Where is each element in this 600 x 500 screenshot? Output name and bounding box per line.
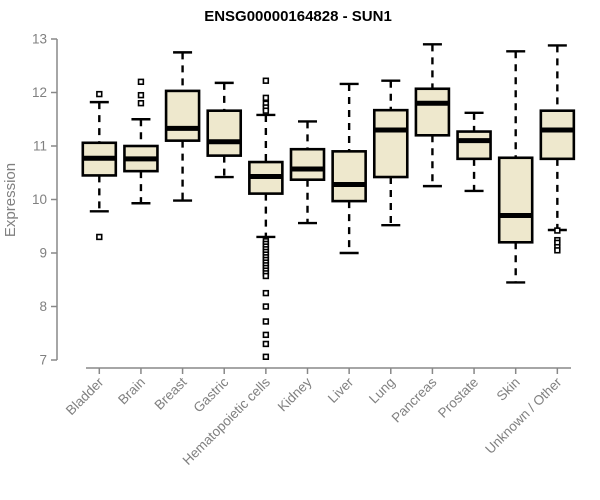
boxplot-lung (372, 79, 409, 227)
boxplot-breast (164, 51, 201, 202)
box-liver (331, 150, 367, 203)
y-axis-title: Expression (2, 163, 19, 237)
outlier-hematopoietic-cells-23 (262, 340, 270, 348)
y-tick-label-7: 7 (39, 353, 47, 368)
outlier-bladder-1 (96, 233, 103, 241)
outlier-hematopoietic-cells-1 (262, 94, 270, 102)
boxplot-brain (123, 78, 159, 205)
outlier-unknown-other-4 (554, 247, 561, 254)
category-label-prostate: Prostate (435, 375, 481, 421)
box-unknown-other (539, 109, 576, 161)
boxplot-skin (497, 50, 534, 284)
boxplot-pancreas (414, 43, 451, 188)
boxplot-gastric (206, 81, 243, 179)
outlier-hematopoietic-cells-19 (262, 289, 270, 297)
boxes-layer (81, 43, 576, 360)
outlier-hematopoietic-cells-20 (262, 303, 270, 310)
outlier-hematopoietic-cells-18 (262, 272, 270, 280)
y-tick-label-9: 9 (39, 246, 47, 261)
box-kidney (289, 147, 326, 182)
box-skin (497, 156, 534, 244)
boxplot-prostate (456, 111, 492, 193)
boxplot-hematopoietic-cells (248, 77, 284, 360)
outlier-bladder-0 (96, 90, 103, 98)
chart-title: ENSG00000164828 - SUN1 (204, 8, 392, 25)
category-label-brain: Brain (115, 375, 148, 408)
category-label-bladder: Bladder (63, 374, 107, 418)
y-tick-label-12: 12 (32, 85, 47, 100)
outlier-hematopoietic-cells-0 (262, 77, 270, 84)
category-label-lung: Lung (366, 375, 398, 407)
category-label-pancreas: Pancreas (389, 374, 440, 425)
boxplot-kidney (289, 120, 326, 225)
box-prostate (456, 130, 492, 161)
outlier-hematopoietic-cells-22 (262, 331, 270, 339)
outlier-unknown-other-0 (554, 227, 561, 234)
y-tick-label-11: 11 (33, 139, 47, 154)
box-gastric (206, 109, 243, 157)
box-lung (372, 108, 409, 179)
category-label-skin: Skin (494, 375, 523, 404)
outlier-brain-1 (137, 91, 145, 99)
category-label-breast: Breast (151, 374, 189, 412)
box-breast (164, 89, 201, 142)
box-pancreas (414, 87, 451, 137)
outlier-hematopoietic-cells-21 (262, 318, 270, 325)
outlier-brain-0 (137, 78, 145, 86)
outlier-hematopoietic-cells-24 (262, 353, 270, 360)
category-label-gastric: Gastric (190, 374, 231, 415)
y-tick-label-8: 8 (39, 299, 47, 314)
y-tick-label-13: 13 (32, 32, 47, 47)
boxplot-bladder (81, 90, 118, 241)
y-tick-label-10: 10 (32, 192, 47, 207)
outlier-hematopoietic-cells-4 (262, 107, 270, 114)
boxplot-liver (331, 82, 367, 255)
outlier-brain-2 (137, 100, 145, 107)
category-label-kidney: Kidney (275, 374, 315, 414)
category-label-unknown-other: Unknown / Other (482, 374, 565, 457)
category-label-liver: Liver (325, 374, 357, 406)
boxplot-unknown-other (539, 44, 576, 254)
